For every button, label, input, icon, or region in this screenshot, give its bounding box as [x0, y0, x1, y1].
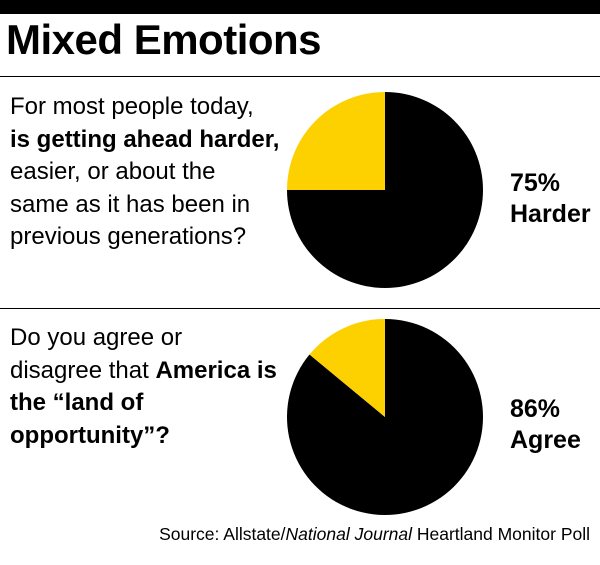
pie-slice-other	[309, 319, 385, 417]
result-agree-label: Agree	[510, 426, 581, 454]
question-2-part-1: Do you agree or disagree that	[10, 324, 183, 384]
source-suffix: Heartland Monitor Poll	[412, 524, 590, 544]
result-harder: 75% Harder	[510, 168, 591, 230]
pie-chart-agree	[287, 319, 483, 515]
result-harder-label: Harder	[510, 200, 591, 228]
chart-title: Mixed Emotions	[6, 16, 322, 63]
result-harder-value: 75%	[510, 169, 561, 197]
result-agree: 86% Agree	[510, 394, 581, 456]
result-agree-value: 86%	[510, 395, 561, 423]
question-1-part-1: For most people today,	[10, 93, 254, 120]
question-1-text: For most people today, is getting ahead …	[10, 91, 280, 254]
question-1-part-3: easier, or about the same as it has been…	[10, 158, 251, 250]
section-divider	[0, 308, 600, 309]
question-1-part-2: is getting ahead harder,	[10, 125, 280, 153]
pie-slice-other	[287, 92, 385, 190]
question-2-text: Do you agree or disagree that America is…	[10, 322, 280, 452]
question-2-part-2: America is the “land of opportunity”?	[10, 356, 277, 449]
top-bar	[0, 0, 600, 14]
source-note: Source: Allstate/National Journal Heartl…	[159, 524, 590, 545]
title-divider	[0, 76, 600, 77]
pie-chart-harder	[287, 92, 483, 288]
source-publication: National Journal	[285, 524, 412, 544]
source-prefix: Source: Allstate/	[159, 524, 286, 544]
